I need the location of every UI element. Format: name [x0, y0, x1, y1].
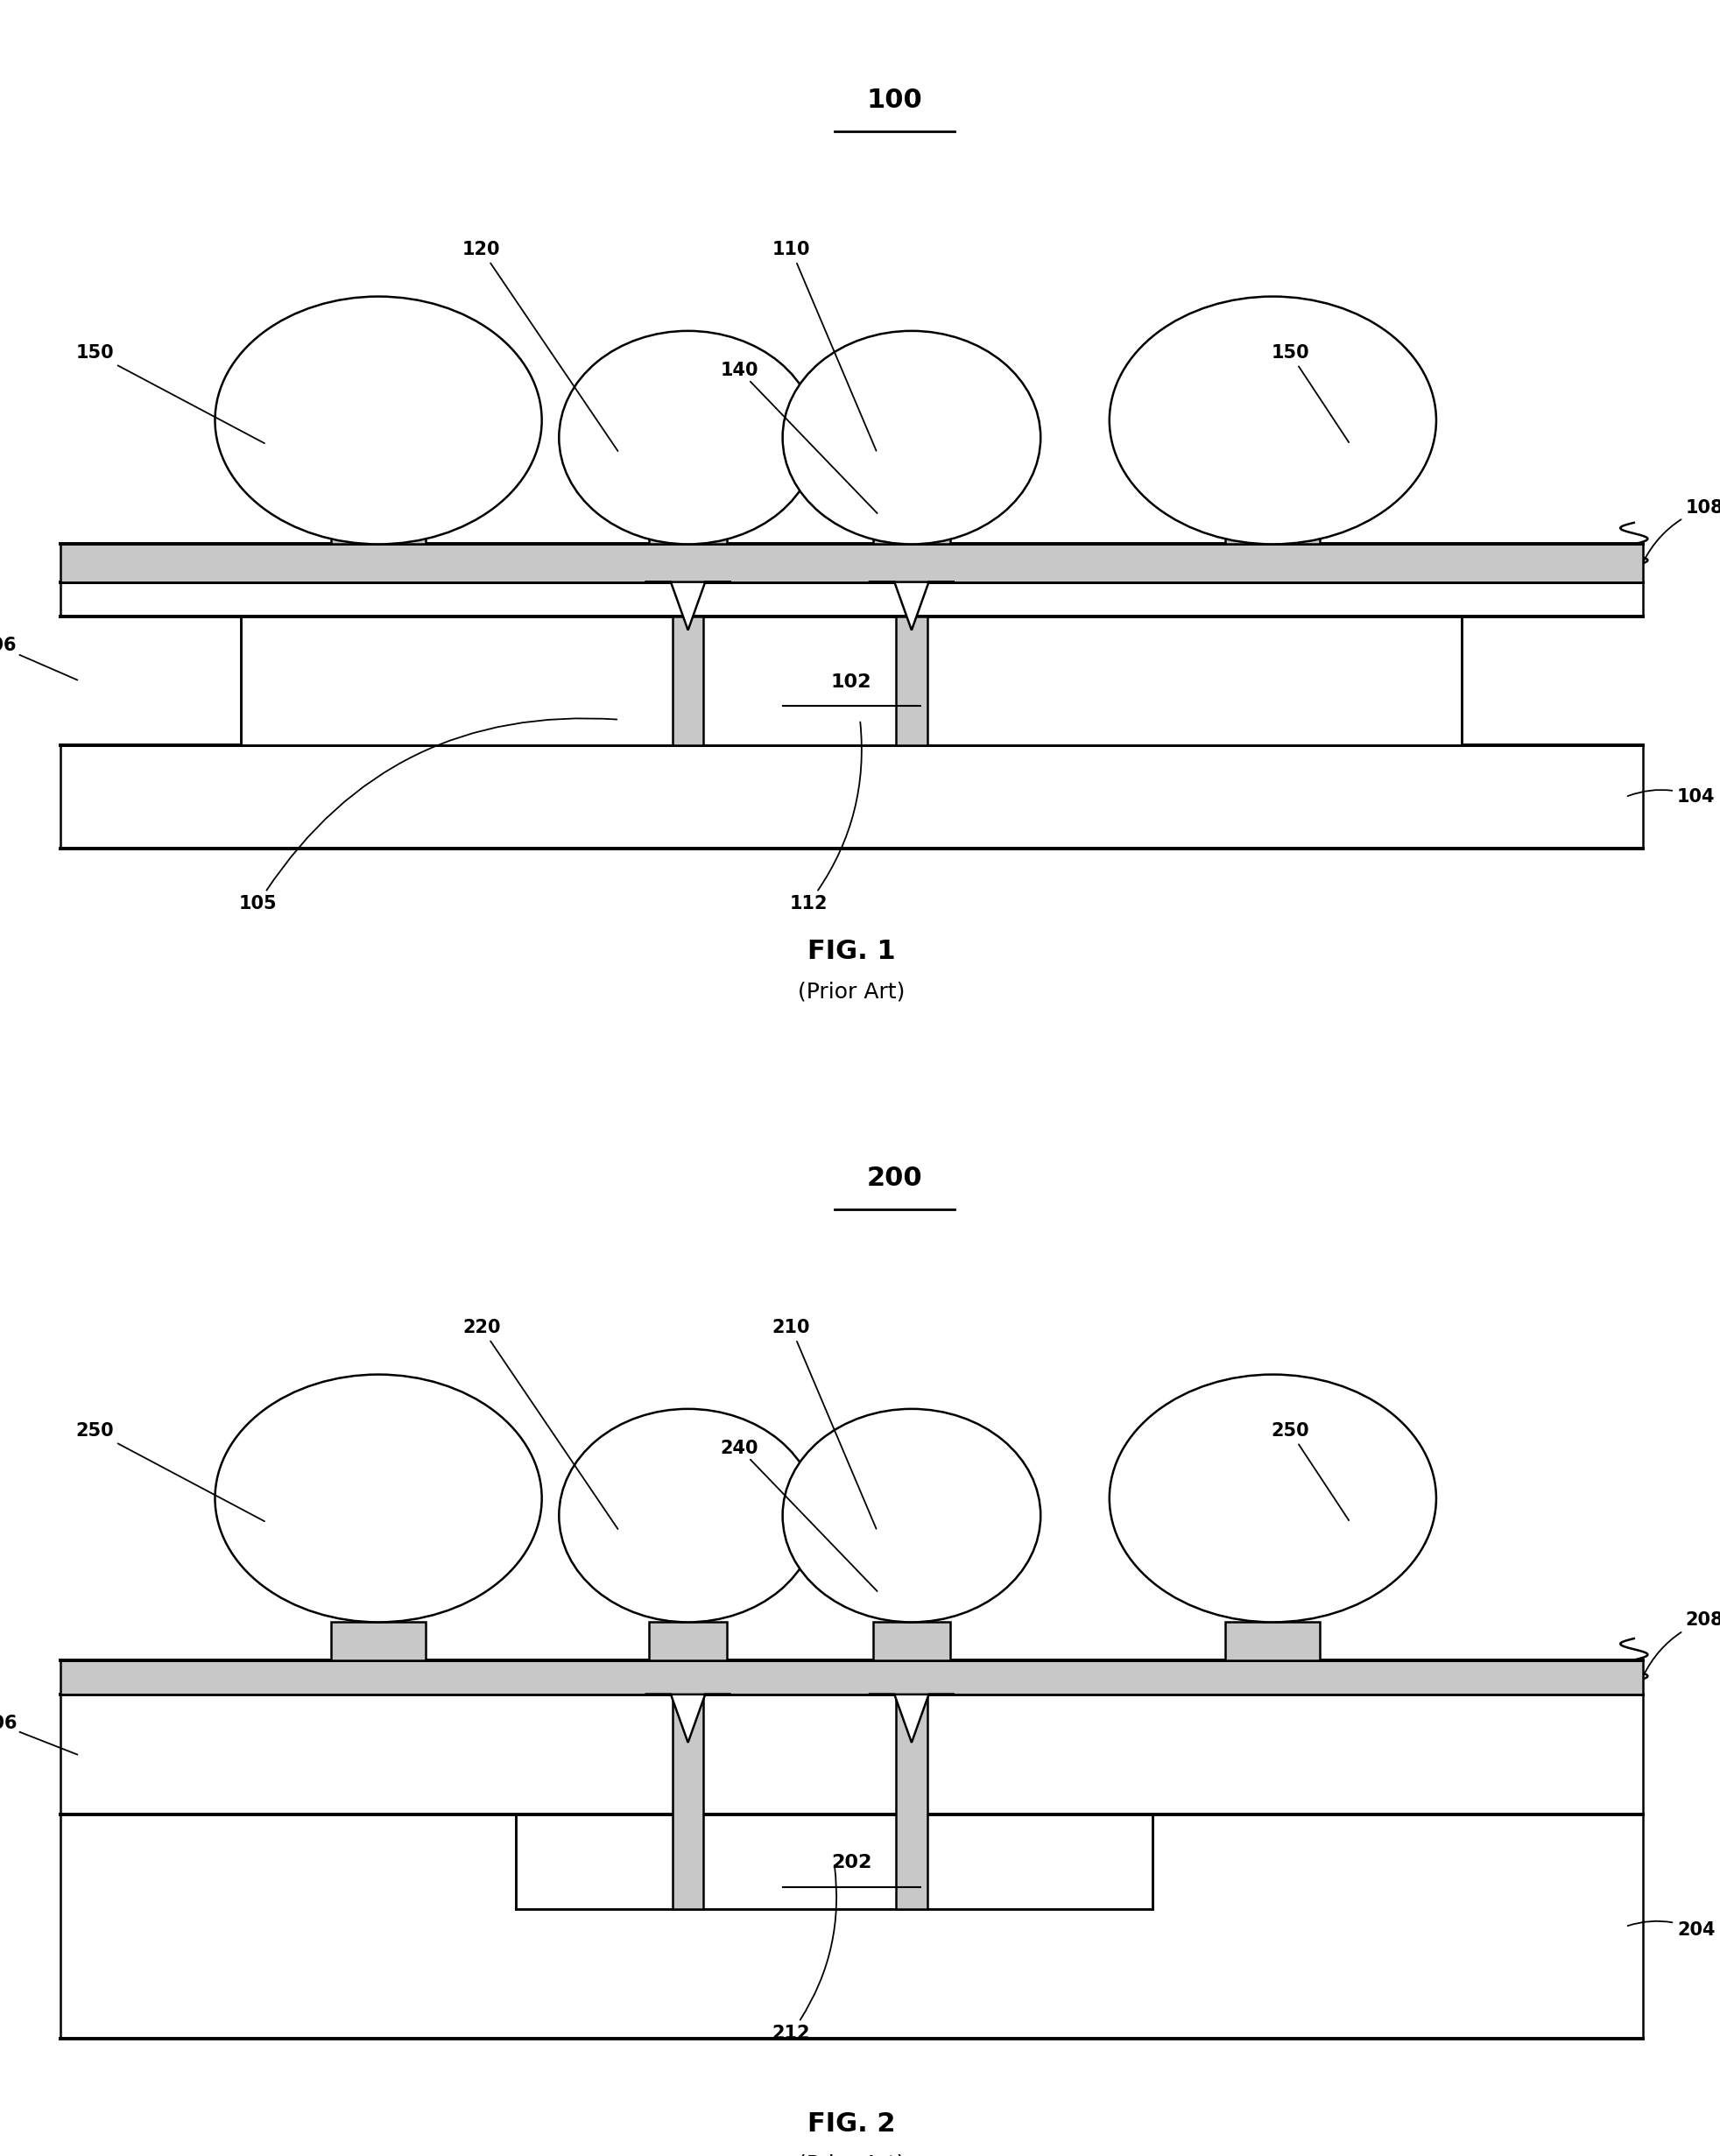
Text: 206: 206: [0, 1714, 77, 1755]
Text: 210: 210: [772, 1319, 875, 1529]
Bar: [60, 1695, 1643, 1815]
Ellipse shape: [559, 330, 817, 543]
Bar: [241, 617, 1462, 746]
Bar: [872, 496, 949, 543]
Text: 220: 220: [463, 1319, 617, 1529]
Text: 200: 200: [867, 1166, 922, 1190]
Text: 112: 112: [789, 722, 862, 912]
Ellipse shape: [783, 1408, 1041, 1621]
Ellipse shape: [1109, 1376, 1436, 1621]
Polygon shape: [645, 1695, 731, 1742]
Text: 102: 102: [831, 673, 872, 690]
Text: 208: 208: [1644, 1611, 1720, 1675]
Bar: [60, 543, 1643, 582]
Text: 150: 150: [1271, 345, 1348, 442]
Ellipse shape: [783, 330, 1041, 543]
Text: 110: 110: [772, 241, 875, 451]
Text: 150: 150: [76, 345, 265, 444]
Bar: [896, 617, 927, 746]
Bar: [648, 1621, 726, 1660]
Text: FIG. 2: FIG. 2: [807, 2111, 896, 2137]
Ellipse shape: [1109, 298, 1436, 543]
Text: 240: 240: [721, 1440, 877, 1591]
Text: (Prior Art): (Prior Art): [798, 2154, 905, 2156]
Text: 212: 212: [772, 1865, 836, 2042]
Bar: [60, 746, 1643, 849]
Bar: [896, 1695, 927, 1910]
Bar: [648, 496, 726, 543]
Bar: [330, 1621, 427, 1660]
Bar: [1225, 1621, 1321, 1660]
Text: 100: 100: [867, 88, 922, 112]
Ellipse shape: [559, 1408, 817, 1621]
Polygon shape: [869, 1695, 955, 1742]
Text: 106: 106: [0, 636, 77, 679]
Text: 140: 140: [721, 362, 877, 513]
Bar: [516, 1815, 1152, 1910]
Text: FIG. 1: FIG. 1: [807, 940, 896, 964]
Bar: [60, 1660, 1643, 1695]
Polygon shape: [645, 582, 731, 630]
Bar: [1225, 496, 1321, 543]
Text: (Prior Art): (Prior Art): [798, 981, 905, 1003]
Polygon shape: [869, 582, 955, 630]
Text: 105: 105: [239, 718, 617, 912]
Bar: [673, 1695, 703, 1910]
Text: 202: 202: [831, 1854, 872, 1871]
Text: 250: 250: [76, 1423, 265, 1522]
Text: 204: 204: [1627, 1921, 1715, 1938]
Ellipse shape: [215, 1376, 542, 1621]
Bar: [330, 496, 427, 543]
Bar: [872, 1621, 949, 1660]
Text: 104: 104: [1627, 789, 1715, 806]
Bar: [673, 617, 703, 746]
Text: 120: 120: [463, 241, 617, 451]
Bar: [60, 1815, 1643, 2037]
Text: 108: 108: [1644, 500, 1720, 561]
Bar: [60, 582, 1643, 617]
Ellipse shape: [215, 298, 542, 543]
Text: 250: 250: [1271, 1423, 1348, 1520]
